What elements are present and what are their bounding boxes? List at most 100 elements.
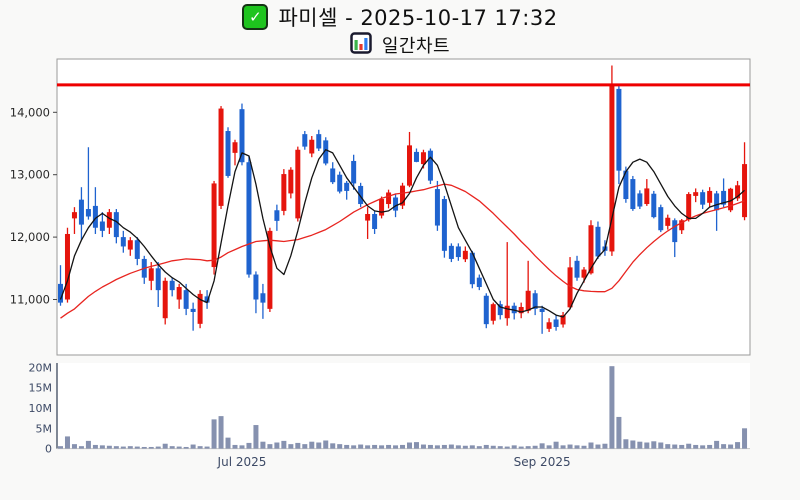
candle-up	[127, 240, 133, 250]
volume-bar	[106, 445, 112, 449]
candle-down	[574, 260, 580, 278]
volume-bar	[693, 444, 699, 449]
volume-tick-label: 10M	[29, 402, 53, 415]
volume-tick-label: 0	[45, 443, 52, 456]
volume-bar	[141, 446, 147, 449]
candle-down	[120, 237, 126, 247]
volume-bar	[483, 444, 489, 449]
candle-down	[658, 207, 664, 231]
candle-down	[302, 134, 308, 147]
candle-up	[707, 190, 713, 203]
volume-bar	[644, 442, 650, 449]
volume-bar	[658, 442, 664, 449]
volume-bar	[490, 445, 496, 449]
candle-up	[560, 315, 566, 325]
candle-down	[441, 199, 447, 251]
candle-down	[260, 293, 266, 303]
volume-bar	[351, 445, 357, 449]
candle-down	[155, 268, 161, 291]
candle-down	[337, 174, 343, 192]
volume-bar	[427, 444, 433, 449]
candle-down	[372, 214, 378, 229]
volume-bar	[58, 446, 63, 449]
candle-down	[413, 151, 419, 162]
volume-bar	[302, 444, 308, 449]
x-tick-label: Jul 2025	[217, 455, 267, 469]
volume-bar	[288, 444, 294, 449]
candle-down	[651, 193, 657, 218]
candle-up	[609, 85, 615, 252]
volume-bar	[623, 439, 629, 449]
candle-up	[162, 280, 168, 319]
candle-down	[78, 199, 84, 225]
candle-up	[365, 214, 371, 221]
candle-up	[218, 108, 224, 206]
candle-down	[434, 189, 440, 226]
candle-down	[427, 150, 433, 181]
volume-bar	[64, 436, 70, 449]
volume-bar	[386, 444, 392, 449]
volume-bar	[609, 366, 615, 449]
volume-bar	[183, 446, 189, 449]
candle-down	[316, 134, 322, 149]
price-tick-label: 13,000	[10, 168, 50, 182]
candle-up	[518, 306, 524, 314]
candle-down	[246, 162, 252, 275]
candle-up	[281, 174, 287, 211]
candle-up	[462, 250, 468, 260]
volume-bar	[532, 445, 538, 449]
volume-bar	[71, 444, 77, 449]
volume-bar	[455, 445, 461, 449]
candle-up	[728, 188, 734, 211]
candle-up	[588, 225, 594, 274]
candle-down	[616, 88, 622, 171]
volume-bar	[728, 444, 734, 449]
candle-up	[232, 142, 238, 153]
candle-down	[393, 197, 399, 211]
volume-bar	[735, 442, 741, 449]
candle-up	[735, 185, 741, 199]
candle-down	[476, 277, 482, 288]
candle-up	[148, 268, 154, 281]
volume-bar	[651, 441, 657, 449]
ma-short-line	[59, 149, 745, 318]
candle-down	[183, 290, 189, 309]
candle-down	[204, 296, 210, 303]
volume-bar	[379, 445, 385, 449]
volume-bar	[225, 437, 231, 449]
candle-up	[665, 217, 671, 226]
candle-down	[225, 131, 231, 176]
volume-bar	[588, 442, 594, 449]
volume-bar	[407, 442, 412, 449]
price-tick-label: 11,000	[10, 293, 50, 307]
candle-up	[71, 212, 77, 219]
candle-down	[672, 220, 678, 243]
candles	[58, 65, 748, 334]
volume-bar	[197, 446, 203, 449]
volume-tick-label: 15M	[29, 382, 53, 395]
volume-bar	[420, 444, 426, 449]
volume-bar	[602, 443, 608, 449]
volume-bar	[630, 440, 636, 449]
volume-bar	[358, 444, 364, 449]
volume-bar	[462, 445, 468, 449]
candle-up	[106, 212, 112, 228]
candle-down	[351, 160, 357, 184]
volume-bar	[511, 445, 517, 449]
chart-title-row: ✓ 파미셀 - 2025-10-17 17:32	[0, 3, 800, 31]
volume-bar	[295, 442, 301, 449]
candle-down	[532, 293, 538, 309]
volume-bar	[309, 441, 315, 449]
volume-bar	[721, 444, 727, 449]
candle-down	[483, 295, 489, 325]
volume-bar	[581, 445, 587, 449]
candle-down	[497, 304, 503, 316]
volume-tick-label: 20M	[29, 361, 53, 374]
candle-up	[644, 188, 650, 205]
candle-up	[490, 304, 496, 321]
candle-down	[274, 210, 280, 221]
volume-bar	[176, 446, 182, 449]
candle-down	[99, 221, 105, 231]
price-panel	[56, 58, 751, 356]
